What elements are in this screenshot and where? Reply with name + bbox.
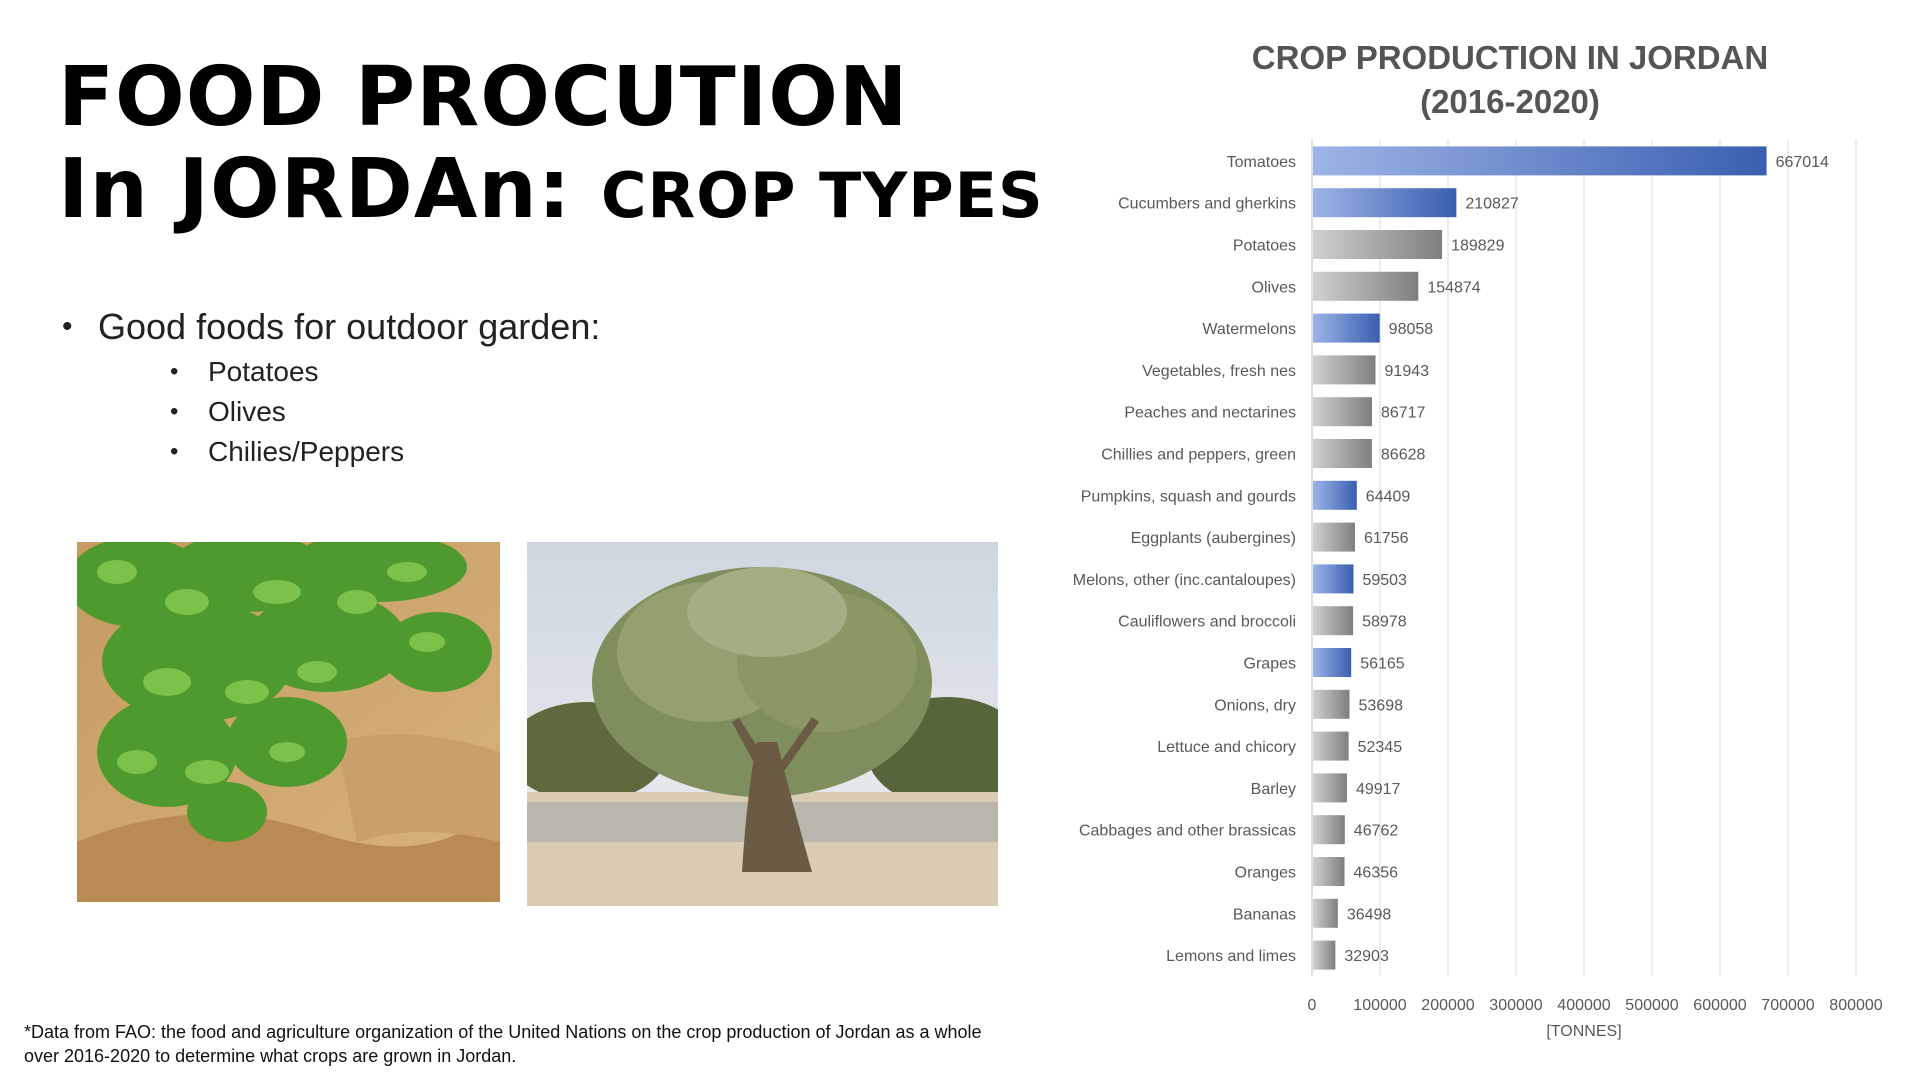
bar [1313, 648, 1352, 677]
data-label: 36498 [1347, 906, 1392, 923]
bar [1313, 857, 1345, 886]
x-tick-label: 0 [1308, 997, 1317, 1014]
bar [1313, 355, 1376, 385]
x-tick-label: 500000 [1625, 997, 1678, 1014]
x-tick-label: 600000 [1693, 997, 1746, 1014]
data-label: 86717 [1381, 405, 1426, 422]
category-label: Olives [1252, 279, 1296, 296]
x-tick-label: 300000 [1489, 997, 1542, 1014]
data-label: 46762 [1354, 823, 1399, 840]
data-label: 49917 [1356, 781, 1401, 798]
data-label: 667014 [1776, 154, 1829, 171]
bar [1313, 689, 1350, 719]
data-label: 56165 [1360, 656, 1405, 673]
category-label: Oranges [1235, 865, 1296, 882]
bar [1313, 397, 1372, 427]
bar [1313, 731, 1349, 761]
data-label: 154874 [1427, 279, 1480, 296]
title-line-2-sub: CROP TYPES [601, 158, 1044, 232]
potato-plant-photo [77, 542, 500, 902]
category-label: Tomatoes [1227, 154, 1296, 171]
bar [1313, 773, 1347, 803]
bar [1313, 271, 1419, 301]
slide-title: FOOD PROCUTION In JORDAn: CROP TYPES [58, 52, 1044, 236]
bar [1313, 313, 1380, 343]
bar [1313, 146, 1767, 176]
sub-bullet-list: Potatoes Olives Chilies/Peppers [98, 352, 600, 472]
sub-bullet-chilies: Chilies/Peppers [98, 432, 600, 472]
title-line-1: FOOD PROCUTION [58, 50, 909, 145]
category-label: Watermelons [1202, 321, 1296, 338]
category-label: Lemons and limes [1166, 948, 1296, 965]
data-label: 98058 [1389, 321, 1434, 338]
category-label: Lettuce and chicory [1157, 739, 1296, 756]
data-label: 53698 [1359, 697, 1404, 714]
data-label: 61756 [1364, 530, 1409, 547]
category-label: Eggplants (aubergines) [1131, 530, 1296, 547]
sub-bullet-olives: Olives [98, 392, 600, 432]
bar [1313, 230, 1443, 259]
bar [1313, 815, 1345, 845]
x-tick-label: 700000 [1761, 997, 1814, 1014]
category-label: Barley [1251, 781, 1296, 798]
category-label: Melons, other (inc.cantaloupes) [1073, 572, 1296, 589]
data-label: 58978 [1362, 614, 1407, 631]
olive-tree-photo [527, 542, 998, 906]
data-label: 91943 [1385, 363, 1430, 380]
data-label: 189829 [1451, 238, 1504, 255]
data-label: 46356 [1354, 865, 1399, 882]
category-label: Grapes [1244, 656, 1296, 673]
bar [1313, 940, 1336, 970]
bar [1313, 564, 1354, 594]
x-tick-label: 400000 [1557, 997, 1610, 1014]
bar [1313, 480, 1357, 510]
category-label: Onions, dry [1214, 697, 1296, 714]
data-source-footnote: *Data from FAO: the food and agriculture… [24, 1022, 982, 1066]
category-label: Chillies and peppers, green [1101, 447, 1296, 464]
category-label: Peaches and nectarines [1124, 405, 1296, 422]
category-label: Cabbages and other brassicas [1079, 823, 1296, 840]
category-label: Bananas [1233, 906, 1296, 923]
category-label: Cucumbers and gherkins [1118, 196, 1296, 213]
x-tick-label: 800000 [1829, 997, 1882, 1014]
data-label: 59503 [1362, 572, 1407, 589]
data-label: 52345 [1358, 739, 1403, 756]
bar [1313, 188, 1457, 218]
category-label: Pumpkins, squash and gourds [1081, 488, 1296, 505]
x-tick-label: 100000 [1353, 997, 1406, 1014]
bar [1313, 439, 1372, 468]
bullet-list: Good foods for outdoor garden: Potatoes … [60, 302, 600, 472]
data-label: 32903 [1344, 948, 1389, 965]
crop-production-bar-chart: 0 100000 200000 300000 400000 500000 600000 700… [1073, 140, 1883, 1040]
data-label: 86628 [1381, 447, 1426, 464]
title-line-2-main: In JORDAn: [58, 141, 602, 237]
data-label: 64409 [1366, 488, 1411, 505]
bar [1313, 606, 1354, 636]
category-label: Cauliflowers and broccoli [1118, 614, 1296, 631]
category-label: Potatoes [1233, 238, 1296, 255]
chart-title: CROP PRODUCTION IN JORDAN (2016-2020) [1251, 39, 1769, 120]
category-label: Vegetables, fresh nes [1142, 363, 1296, 380]
bar [1313, 522, 1355, 552]
x-axis-label: [TONNES] [1546, 1023, 1621, 1040]
bar [1313, 898, 1338, 928]
data-label: 210827 [1465, 196, 1518, 213]
sub-bullet-potatoes: Potatoes [98, 352, 600, 392]
bullet-main-text: Good foods for outdoor garden: [98, 306, 601, 347]
x-tick-label: 200000 [1421, 997, 1474, 1014]
bullet-main: Good foods for outdoor garden: Potatoes … [60, 302, 600, 472]
